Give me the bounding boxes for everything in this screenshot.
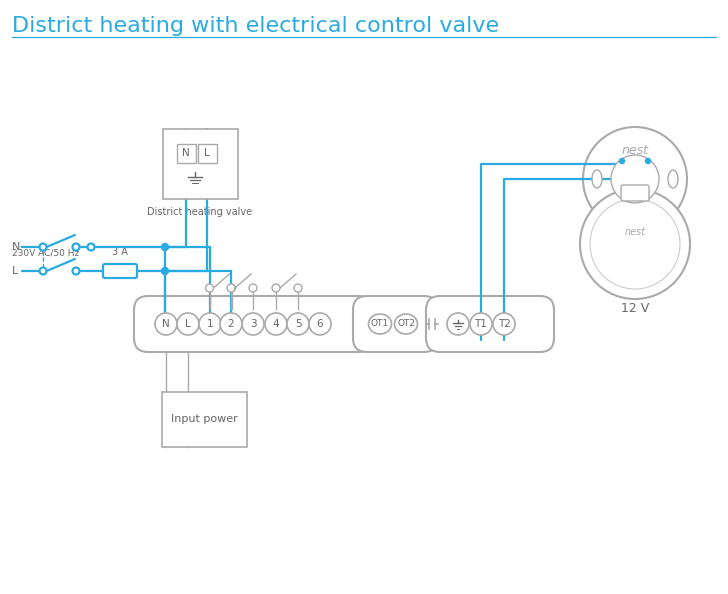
Text: Input power: Input power bbox=[170, 414, 237, 424]
Text: nest: nest bbox=[622, 144, 649, 157]
Circle shape bbox=[162, 244, 168, 251]
Text: 5: 5 bbox=[295, 319, 301, 329]
Ellipse shape bbox=[395, 314, 417, 334]
Text: N: N bbox=[162, 319, 170, 329]
Text: L: L bbox=[204, 148, 210, 159]
Text: T2: T2 bbox=[497, 319, 510, 329]
Ellipse shape bbox=[592, 170, 602, 188]
FancyBboxPatch shape bbox=[134, 296, 372, 352]
Text: District heating with electrical control valve: District heating with electrical control… bbox=[12, 16, 499, 36]
Text: N: N bbox=[12, 242, 20, 252]
Circle shape bbox=[199, 313, 221, 335]
Text: 2: 2 bbox=[228, 319, 234, 329]
Circle shape bbox=[87, 244, 95, 251]
Circle shape bbox=[611, 155, 659, 203]
Text: 6: 6 bbox=[317, 319, 323, 329]
Text: 230V AC/50 Hz: 230V AC/50 Hz bbox=[12, 248, 79, 258]
FancyBboxPatch shape bbox=[197, 144, 216, 163]
Text: 4: 4 bbox=[273, 319, 280, 329]
Text: 3 A: 3 A bbox=[112, 247, 128, 257]
Circle shape bbox=[39, 267, 47, 274]
Circle shape bbox=[620, 159, 625, 163]
Text: L: L bbox=[185, 319, 191, 329]
FancyBboxPatch shape bbox=[103, 264, 137, 278]
Circle shape bbox=[287, 313, 309, 335]
FancyBboxPatch shape bbox=[162, 391, 247, 447]
Circle shape bbox=[294, 284, 302, 292]
Text: T1: T1 bbox=[475, 319, 488, 329]
Circle shape bbox=[227, 284, 235, 292]
Text: 3: 3 bbox=[250, 319, 256, 329]
Text: 1: 1 bbox=[207, 319, 213, 329]
FancyBboxPatch shape bbox=[426, 296, 554, 352]
Circle shape bbox=[39, 244, 47, 251]
Circle shape bbox=[227, 284, 235, 292]
Circle shape bbox=[309, 313, 331, 335]
Text: nest: nest bbox=[625, 227, 646, 237]
Text: District heating valve: District heating valve bbox=[148, 207, 253, 217]
Ellipse shape bbox=[368, 314, 392, 334]
Text: OT2: OT2 bbox=[397, 320, 415, 328]
Circle shape bbox=[73, 244, 79, 251]
Circle shape bbox=[447, 313, 469, 335]
Circle shape bbox=[580, 189, 690, 299]
Circle shape bbox=[242, 313, 264, 335]
Circle shape bbox=[493, 313, 515, 335]
Circle shape bbox=[155, 313, 177, 335]
Circle shape bbox=[265, 313, 287, 335]
Circle shape bbox=[73, 267, 79, 274]
Text: 12 V: 12 V bbox=[621, 302, 649, 315]
Circle shape bbox=[249, 284, 257, 292]
Ellipse shape bbox=[668, 170, 678, 188]
Circle shape bbox=[177, 313, 199, 335]
FancyBboxPatch shape bbox=[621, 185, 649, 201]
Circle shape bbox=[162, 267, 168, 274]
Circle shape bbox=[583, 127, 687, 231]
Circle shape bbox=[272, 284, 280, 292]
Circle shape bbox=[470, 313, 492, 335]
Text: N: N bbox=[182, 148, 190, 159]
Circle shape bbox=[646, 159, 651, 163]
Text: L: L bbox=[12, 266, 18, 276]
FancyBboxPatch shape bbox=[176, 144, 196, 163]
Circle shape bbox=[220, 313, 242, 335]
FancyBboxPatch shape bbox=[162, 129, 237, 199]
Circle shape bbox=[205, 284, 213, 292]
Circle shape bbox=[590, 199, 680, 289]
Text: OT1: OT1 bbox=[371, 320, 389, 328]
FancyBboxPatch shape bbox=[353, 296, 438, 352]
